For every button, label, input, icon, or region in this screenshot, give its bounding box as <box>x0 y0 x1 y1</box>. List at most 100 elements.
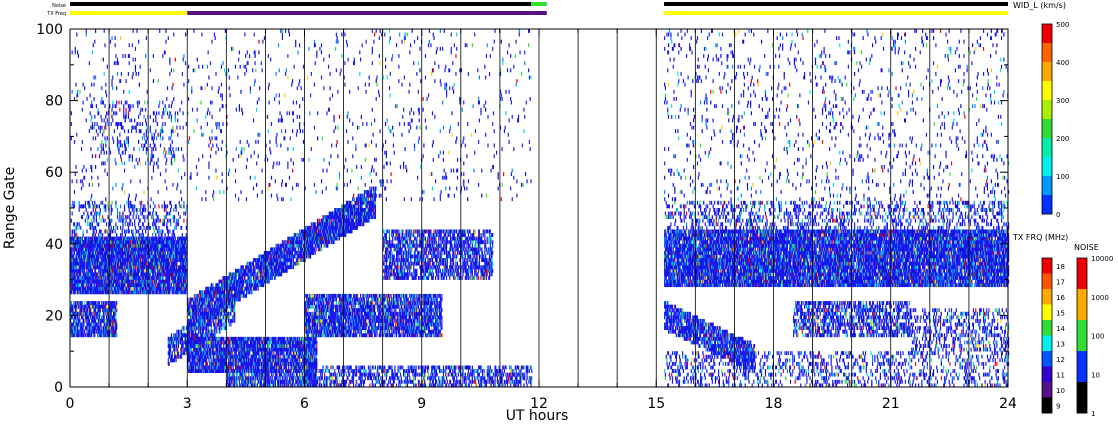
data-cell <box>139 251 140 255</box>
data-cell <box>150 204 151 208</box>
data-cell <box>95 136 96 140</box>
data-cell <box>93 247 94 251</box>
data-cell <box>82 258 83 262</box>
data-cell <box>123 276 124 280</box>
data-cell <box>79 305 80 309</box>
data-cell <box>162 229 163 233</box>
data-cell <box>246 373 247 377</box>
data-cell <box>234 380 235 384</box>
data-cell <box>122 212 123 216</box>
data-cell <box>269 348 270 352</box>
data-cell <box>111 108 112 112</box>
data-cell <box>261 380 262 384</box>
data-cell <box>82 301 83 305</box>
data-cell <box>147 226 148 230</box>
data-cell <box>76 247 77 251</box>
data-cell <box>151 255 152 259</box>
data-cell <box>154 204 155 208</box>
data-cell <box>174 233 175 237</box>
data-cell <box>134 287 135 291</box>
data-cell <box>290 344 291 348</box>
data-cell <box>134 222 135 226</box>
data-cell <box>79 226 80 230</box>
data-cell <box>185 265 186 269</box>
data-cell <box>314 355 315 359</box>
data-cell <box>119 108 120 112</box>
data-cell <box>155 147 156 151</box>
data-cell <box>147 147 148 151</box>
data-cell <box>161 115 162 119</box>
data-cell <box>92 122 93 126</box>
data-cell <box>154 161 155 165</box>
data-cell <box>83 326 84 330</box>
data-cell <box>292 358 293 362</box>
data-cell <box>93 229 94 233</box>
data-cell <box>312 337 313 341</box>
data-cell <box>86 305 87 309</box>
data-cell <box>275 380 276 384</box>
data-cell <box>164 215 165 219</box>
data-cell <box>154 276 155 280</box>
data-cell <box>101 330 102 334</box>
data-cell <box>179 215 180 219</box>
data-cell <box>155 129 156 133</box>
data-cell <box>93 126 94 130</box>
data-cell <box>91 115 92 119</box>
data-cell <box>115 330 116 334</box>
data-cell <box>160 287 161 291</box>
data-cell <box>93 215 94 219</box>
data-cell <box>161 290 162 294</box>
data-cell <box>115 161 116 165</box>
data-cell <box>98 126 99 130</box>
data-cell <box>247 348 248 352</box>
data-cell <box>290 373 291 377</box>
data-cell <box>111 272 112 276</box>
data-cell <box>233 351 234 355</box>
data-cell <box>164 269 165 273</box>
data-cell <box>168 229 169 233</box>
data-cell <box>122 272 123 276</box>
data-cell <box>174 219 175 223</box>
data-cell <box>248 355 249 359</box>
data-cell <box>100 323 101 327</box>
data-cell <box>179 204 180 208</box>
data-cell <box>303 355 304 359</box>
data-cell <box>170 201 171 205</box>
data-cell <box>72 212 73 216</box>
data-cell <box>85 287 86 291</box>
data-cell <box>123 219 124 223</box>
data-cell <box>208 358 209 362</box>
data-cell <box>201 366 202 370</box>
data-cell <box>120 154 121 158</box>
data-cell <box>171 158 172 162</box>
data-cell <box>111 115 112 119</box>
noise-status-segment <box>531 2 547 6</box>
data-cell <box>71 219 72 223</box>
data-cell <box>280 362 281 366</box>
data-cell <box>167 226 168 230</box>
data-cell <box>134 204 135 208</box>
data-cell <box>120 226 121 230</box>
data-cell <box>255 340 256 344</box>
data-cell <box>262 337 263 341</box>
data-cell <box>106 111 107 115</box>
data-cell <box>105 140 106 144</box>
data-cell <box>213 355 214 359</box>
data-cell <box>158 226 159 230</box>
data-cell <box>143 222 144 226</box>
data-cell <box>213 369 214 373</box>
data-cell <box>248 376 249 380</box>
data-cell <box>159 258 160 262</box>
data-cell <box>111 204 112 208</box>
data-cell <box>270 376 271 380</box>
data-cell <box>254 380 255 384</box>
data-cell <box>176 126 177 130</box>
data-cell <box>82 305 83 309</box>
data-cell <box>174 158 175 162</box>
data-cell <box>154 111 155 115</box>
data-cell <box>95 208 96 212</box>
data-cell <box>315 344 316 348</box>
data-cell <box>169 212 170 216</box>
data-cell <box>169 280 170 284</box>
data-cell <box>150 161 151 165</box>
